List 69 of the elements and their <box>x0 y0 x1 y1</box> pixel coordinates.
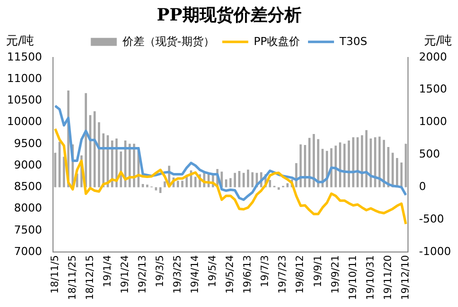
y-tick-label: 8500 <box>14 180 42 194</box>
x-tick-label: 19/11/20 <box>382 255 394 300</box>
bar <box>352 137 354 188</box>
x-tick-label: 19/3/5 <box>154 255 166 288</box>
y2-tick-label: 1500 <box>419 82 448 96</box>
bar <box>58 142 61 188</box>
y2-axis-title: 元/吨 <box>424 34 452 48</box>
y2-tick-label: 1000 <box>419 115 448 128</box>
x-tick-label: 19/1/24 <box>120 255 131 294</box>
x-tick-label: 18/11/5 <box>50 255 61 294</box>
x-tick-label: 19/10/31 <box>365 255 376 300</box>
y2-tick-label: -1000 <box>419 244 452 258</box>
x-tick-label: 19/9/21 <box>330 255 342 294</box>
x-tick-label: 19/1/4 <box>102 255 114 288</box>
legend-label: PP收盘价 <box>254 34 300 48</box>
x-tick-label: 19/12/10 <box>400 255 412 300</box>
bar <box>278 187 280 190</box>
bar <box>392 152 394 188</box>
x-tick-label: 19/4/14 <box>190 255 202 294</box>
bar <box>387 146 390 188</box>
bar <box>234 172 236 188</box>
bar <box>159 187 162 194</box>
y-tick-label: 9000 <box>14 158 42 172</box>
x-tick-label: 19/7/3 <box>260 255 272 288</box>
x-tick-label: 19/7/23 <box>278 255 289 294</box>
legend-label: 价差（现货-期货） <box>121 34 214 48</box>
y2-tick-label: 500 <box>419 148 440 161</box>
y-tick-label: 10000 <box>6 115 42 128</box>
bar <box>164 181 166 188</box>
y-tick-label: 9500 <box>14 136 42 150</box>
y-tick-label: 11000 <box>6 72 42 85</box>
y-tick-label: 10500 <box>6 94 42 107</box>
y2-tick-label: -500 <box>419 212 444 226</box>
bar <box>89 115 92 188</box>
x-tick-label: 19/8/12 <box>295 255 306 294</box>
x-tick-label: 19/2/13 <box>137 255 148 294</box>
y2-tick-label: 2000 <box>419 50 448 64</box>
bar <box>370 138 372 188</box>
x-tick-label: 19/5/24 <box>225 255 236 294</box>
y-tick-label: 7000 <box>14 244 42 258</box>
bar <box>154 187 158 190</box>
bar <box>146 184 148 188</box>
bar <box>238 170 240 188</box>
bar <box>54 152 56 188</box>
bar <box>312 134 315 188</box>
x-tick-label: 19/10/11 <box>348 255 359 300</box>
x-tick-label: 19/5/4 <box>208 255 219 288</box>
x-tick-label: 19/6/13 <box>242 255 254 294</box>
bar <box>317 139 320 188</box>
x-tick-label: 19/3/25 <box>172 255 184 294</box>
bar <box>334 146 337 188</box>
legend-label: T30S <box>338 34 368 48</box>
y-axis-title: 元/吨 <box>6 34 34 48</box>
x-tick-label: 19/9/1 <box>312 255 324 288</box>
bar <box>374 137 376 188</box>
x-tick-label: 18/12/15 <box>84 255 96 300</box>
y-tick-label: 8000 <box>14 202 42 215</box>
bar <box>242 172 245 188</box>
bar <box>176 180 180 188</box>
bar <box>246 170 250 188</box>
y-tick-label: 11500 <box>6 50 42 64</box>
bar <box>181 180 184 188</box>
y-tick-label: 7500 <box>14 223 42 236</box>
bar <box>229 178 232 188</box>
y2-tick-label: 0 <box>419 180 426 194</box>
bar <box>128 144 131 188</box>
bar <box>404 144 407 188</box>
x-tick-label: 18/11/25 <box>67 255 78 300</box>
chart-title: PP期现货价差分析 <box>156 6 302 26</box>
